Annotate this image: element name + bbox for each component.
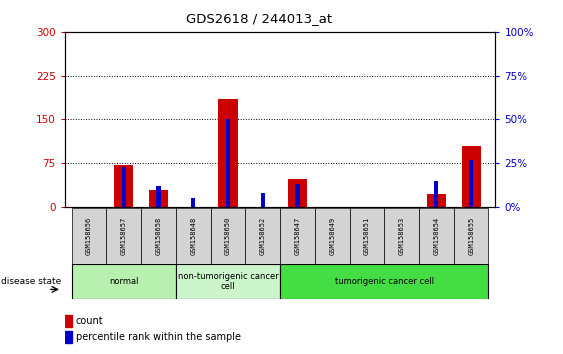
Text: GSM158648: GSM158648: [190, 217, 196, 255]
Text: GSM158651: GSM158651: [364, 217, 370, 255]
Bar: [65, 331, 73, 343]
FancyBboxPatch shape: [350, 208, 385, 264]
Bar: [218, 99, 238, 207]
Text: GSM158657: GSM158657: [121, 217, 127, 255]
FancyBboxPatch shape: [419, 208, 454, 264]
Text: GDS2618 / 244013_at: GDS2618 / 244013_at: [186, 12, 332, 25]
Bar: [65, 315, 73, 327]
Bar: [469, 160, 473, 207]
FancyBboxPatch shape: [141, 208, 176, 264]
FancyBboxPatch shape: [211, 208, 245, 264]
Text: count: count: [75, 316, 103, 326]
Bar: [288, 179, 307, 207]
Text: disease state: disease state: [1, 277, 61, 286]
Text: non-tumorigenic cancer
cell: non-tumorigenic cancer cell: [177, 272, 278, 291]
FancyBboxPatch shape: [454, 208, 489, 264]
FancyBboxPatch shape: [72, 264, 176, 299]
FancyBboxPatch shape: [280, 208, 315, 264]
Text: GSM158653: GSM158653: [399, 217, 405, 255]
Bar: [462, 146, 481, 207]
Bar: [122, 167, 126, 207]
Text: GSM158654: GSM158654: [434, 217, 439, 255]
Bar: [191, 198, 195, 207]
Text: GSM158652: GSM158652: [260, 217, 266, 255]
Bar: [114, 165, 133, 207]
Text: percentile rank within the sample: percentile rank within the sample: [75, 332, 240, 342]
FancyBboxPatch shape: [315, 208, 350, 264]
Text: GSM158655: GSM158655: [468, 217, 474, 255]
Text: GSM158650: GSM158650: [225, 217, 231, 255]
Text: tumorigenic cancer cell: tumorigenic cancer cell: [335, 277, 434, 286]
FancyBboxPatch shape: [176, 208, 211, 264]
FancyBboxPatch shape: [385, 208, 419, 264]
FancyBboxPatch shape: [72, 208, 106, 264]
Bar: [226, 120, 230, 207]
Bar: [261, 193, 265, 207]
FancyBboxPatch shape: [176, 264, 280, 299]
Bar: [296, 184, 300, 207]
FancyBboxPatch shape: [106, 208, 141, 264]
Text: GSM158658: GSM158658: [155, 217, 162, 255]
Text: GSM158656: GSM158656: [86, 217, 92, 255]
Bar: [157, 186, 160, 207]
FancyBboxPatch shape: [280, 264, 489, 299]
Text: GSM158647: GSM158647: [294, 217, 301, 255]
Bar: [149, 190, 168, 207]
Bar: [427, 194, 446, 207]
FancyBboxPatch shape: [245, 208, 280, 264]
Text: normal: normal: [109, 277, 138, 286]
Text: GSM158649: GSM158649: [329, 217, 335, 255]
Bar: [434, 181, 439, 207]
